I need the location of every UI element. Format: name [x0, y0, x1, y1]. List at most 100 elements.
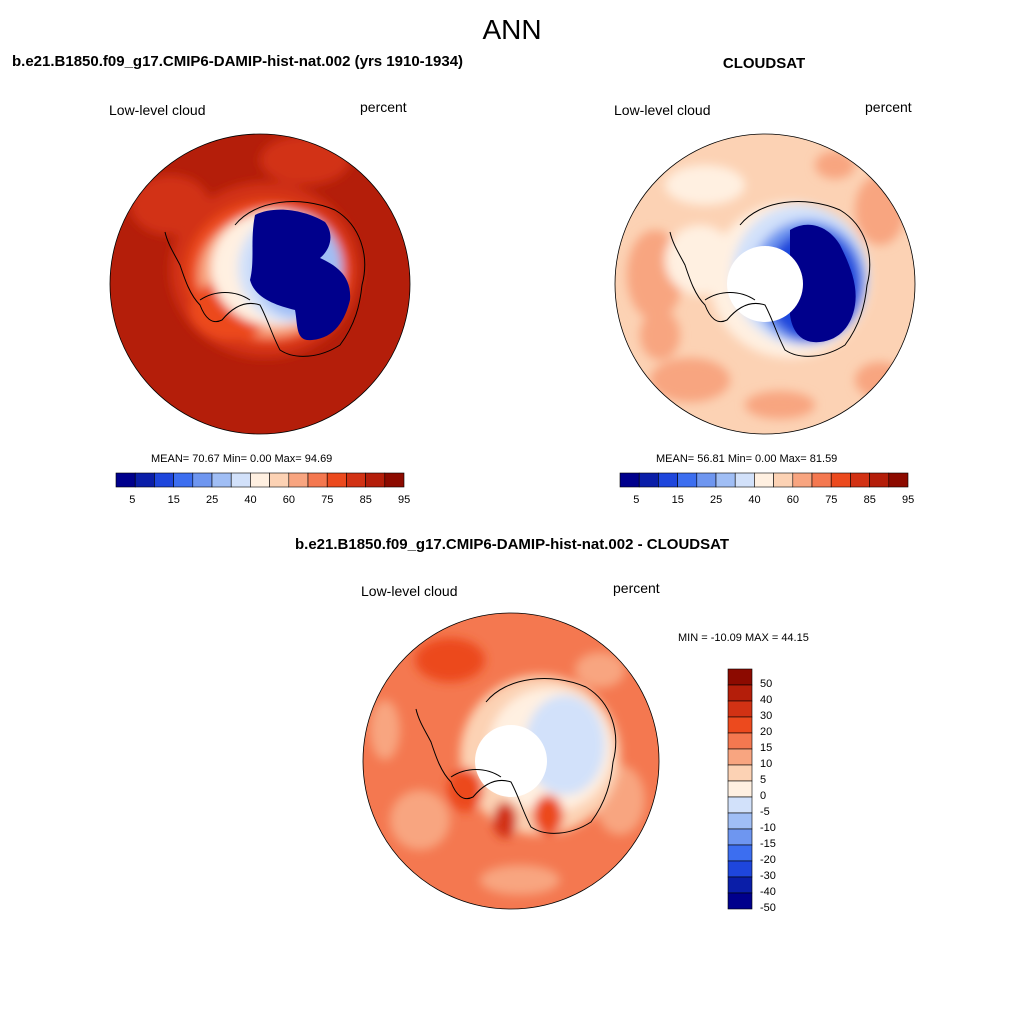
colorbar-swatch [365, 472, 386, 488]
missing-data-hole [475, 725, 547, 797]
panel-3-stats: MIN = -10.09 MAX = 44.15 [678, 632, 809, 644]
colorbar-swatch [727, 876, 753, 894]
colorbar-swatch [727, 796, 753, 814]
colorbar-swatch [230, 472, 251, 488]
antarctic-interior-low-cloud [250, 209, 351, 341]
colorbar-tick-label: 5 [129, 494, 136, 506]
colorbar-swatch [384, 472, 405, 488]
colorbar-tick-label: 30 [760, 710, 773, 722]
panel-1-boundary [109, 133, 411, 435]
missing-data-hole [727, 246, 803, 322]
figure-title: ANN [482, 14, 542, 45]
colorbar-swatch [773, 472, 794, 488]
colorbar-swatch [754, 472, 774, 488]
colorbar-swatch [727, 668, 753, 686]
colorbar-swatch [307, 472, 328, 488]
colorbar-swatch [658, 472, 678, 488]
panel-2-title: CLOUDSAT [722, 55, 806, 72]
colorbar-swatch [192, 472, 213, 488]
panel-2-boundary [614, 133, 916, 435]
colorbar-tick-label: 95 [902, 494, 915, 506]
colorbar-swatch [727, 684, 753, 702]
colorbar-swatch [727, 700, 753, 718]
panel-2-variable-label: Low-level cloud [614, 102, 711, 118]
colorbar-tick-label: 25 [206, 494, 219, 506]
colorbar-tick-label: 40 [244, 494, 257, 506]
colorbar-swatch [727, 732, 753, 750]
panel-2-colorbar [619, 472, 909, 488]
colorbar-swatch [727, 780, 753, 798]
colorbar-swatch [727, 828, 753, 846]
panel-3-colorbar [727, 668, 753, 910]
colorbar-swatch [715, 472, 736, 488]
colorbar-tick-label: 75 [321, 494, 334, 506]
panel-3-title: b.e21.B1850.f09_g17.CMIP6-DAMIP-hist-nat… [295, 536, 729, 553]
colorbar-swatch [727, 716, 753, 734]
colorbar-swatch [638, 472, 659, 488]
colorbar-swatch [619, 472, 640, 488]
panel-1-stats: MEAN= 70.67 Min= 0.00 Max= 94.69 [151, 453, 333, 465]
colorbar-tick-label: 15 [167, 494, 180, 506]
antarctic-interior-low-cloud [790, 224, 856, 343]
panel-3-variable-label: Low-level cloud [361, 583, 458, 599]
colorbar-tick-label: 15 [671, 494, 684, 506]
colorbar-swatch [115, 472, 136, 488]
colorbar-swatch [727, 748, 753, 766]
panel-1-map [110, 134, 410, 434]
colorbar-tick-label: 5 [633, 494, 640, 506]
colorbar-swatch [727, 844, 753, 862]
colorbar-swatch [288, 472, 309, 488]
panel-2-map [615, 134, 915, 434]
panel-1-units-label: percent [360, 99, 407, 115]
panel-2-units-label: percent [865, 99, 912, 115]
colorbar-tick-label: 40 [760, 694, 773, 706]
colorbar-swatch [727, 860, 753, 878]
panel-2-stats: MEAN= 56.81 Min= 0.00 Max= 81.59 [656, 453, 838, 465]
colorbar-swatch [811, 472, 832, 488]
colorbar-tick-label: 5 [760, 774, 767, 786]
colorbar-swatch [727, 812, 753, 830]
colorbar-swatch [696, 472, 717, 488]
colorbar-tick-label: -15 [760, 838, 776, 850]
colorbar-swatch [792, 472, 813, 488]
colorbar-tick-label: -40 [760, 886, 776, 898]
colorbar-swatch [211, 472, 232, 488]
colorbar-tick-label: 95 [398, 494, 411, 506]
panel-3-map [363, 613, 659, 909]
colorbar-tick-label: -5 [760, 806, 770, 818]
colorbar-tick-label: 60 [786, 494, 800, 506]
panel-3-units-label: percent [613, 580, 660, 596]
colorbar-swatch [869, 472, 890, 488]
colorbar-tick-label: 10 [760, 758, 773, 770]
colorbar-swatch [154, 472, 174, 488]
colorbar-swatch [134, 472, 155, 488]
colorbar-swatch [346, 472, 366, 488]
colorbar-tick-label: 40 [748, 494, 761, 506]
colorbar-tick-label: 0 [760, 790, 767, 802]
panel-1-variable-label: Low-level cloud [109, 102, 206, 118]
colorbar-swatch [326, 472, 347, 488]
colorbar-swatch [250, 472, 270, 488]
panel-1-title: b.e21.B1850.f09_g17.CMIP6-DAMIP-hist-nat… [12, 53, 464, 70]
colorbar-swatch [734, 472, 755, 488]
colorbar-tick-label: 50 [760, 678, 773, 690]
panel-3-boundary [362, 612, 660, 910]
colorbar-swatch [677, 472, 698, 488]
colorbar-tick-label: 20 [760, 726, 773, 738]
colorbar-tick-label: -50 [760, 902, 776, 914]
colorbar-tick-label: -10 [760, 822, 776, 834]
colorbar-tick-label: 75 [825, 494, 838, 506]
panel-1-colorbar [115, 472, 405, 488]
colorbar-tick-label: -20 [760, 854, 776, 866]
colorbar-tick-label: 85 [863, 494, 876, 506]
colorbar-swatch [173, 472, 194, 488]
colorbar-swatch [269, 472, 290, 488]
colorbar-tick-label: 85 [359, 494, 372, 506]
colorbar-swatch [727, 764, 753, 782]
antarctica-coastline [164, 201, 366, 357]
colorbar-swatch [850, 472, 870, 488]
colorbar-swatch [727, 892, 753, 910]
colorbar-tick-label: 25 [710, 494, 723, 506]
colorbar-tick-label: 60 [282, 494, 296, 506]
colorbar-tick-label: 15 [760, 742, 773, 754]
